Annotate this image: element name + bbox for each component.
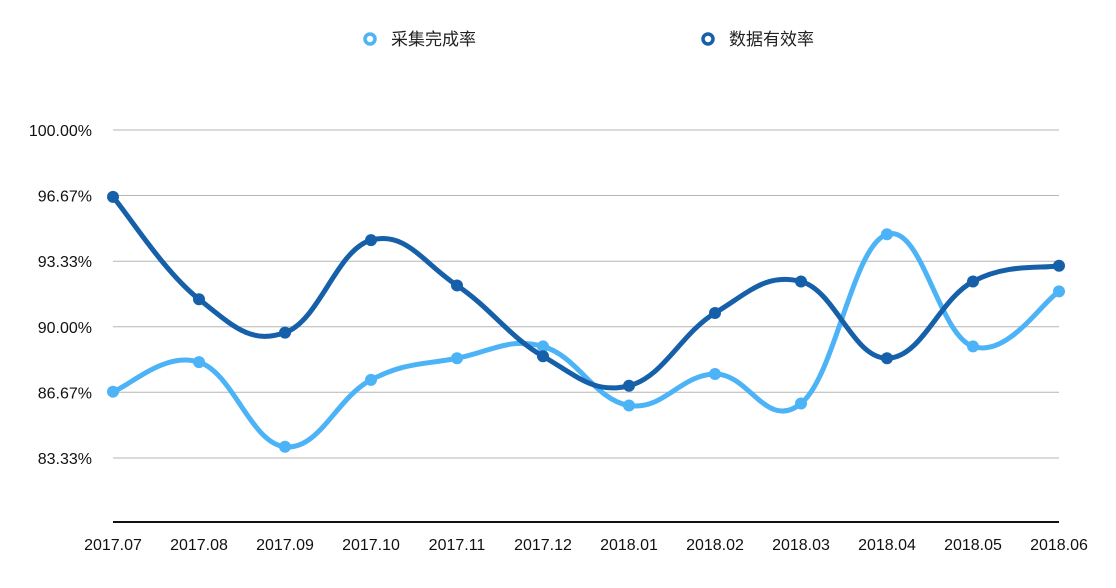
- x-axis-tick-labels: 2017.07 2017.08 2017.09 2017.10 2017.11 2017.…: [84, 537, 1088, 554]
- data-point: [451, 352, 463, 365]
- data-point: [365, 234, 377, 247]
- x-tick-label: 2018.01: [600, 537, 658, 554]
- data-point: [709, 306, 721, 319]
- data-point: [795, 275, 807, 288]
- y-tick-label: 90.00%: [38, 320, 92, 337]
- data-point: [881, 228, 893, 241]
- data-point: [881, 352, 893, 365]
- x-tick-label: 2017.07: [84, 537, 142, 554]
- data-point: [193, 293, 205, 306]
- data-point: [537, 350, 549, 363]
- data-point: [193, 356, 205, 369]
- legend-label: 采集完成率: [391, 30, 476, 50]
- data-point: [107, 190, 119, 203]
- data-point: [623, 399, 635, 412]
- data-point: [795, 397, 807, 410]
- legend: 采集完成率 数据有效率: [363, 30, 814, 50]
- x-tick-label: 2017.09: [256, 537, 314, 554]
- data-point: [1053, 259, 1065, 272]
- data-point: [709, 367, 721, 380]
- y-tick-label: 100.00%: [29, 123, 92, 140]
- x-tick-label: 2018.02: [686, 537, 744, 554]
- x-tick-label: 2018.03: [772, 537, 830, 554]
- data-point: [1053, 285, 1065, 298]
- x-tick-label: 2018.06: [1030, 537, 1088, 554]
- legend-label: 数据有效率: [729, 30, 814, 50]
- x-tick-label: 2018.05: [944, 537, 1002, 554]
- gridlines: [113, 129, 1059, 459]
- y-tick-label: 83.33%: [38, 451, 92, 468]
- x-tick-label: 2017.10: [342, 537, 400, 554]
- series-line-2: [110, 194, 1062, 391]
- x-tick-label: 2017.12: [514, 537, 572, 554]
- data-point: [623, 379, 635, 392]
- data-point: [537, 340, 549, 353]
- data-point: [279, 440, 291, 453]
- x-tick-label: 2018.04: [858, 537, 916, 554]
- y-tick-label: 96.67%: [38, 189, 92, 206]
- data-point: [107, 385, 119, 398]
- series-points: [107, 190, 1065, 453]
- x-tick-label: 2017.11: [429, 537, 486, 554]
- data-point: [967, 275, 979, 288]
- y-tick-label: 86.67%: [38, 385, 92, 402]
- data-point: [967, 340, 979, 353]
- data-point: [451, 279, 463, 292]
- legend-marker: [363, 32, 377, 46]
- series-lines: [110, 194, 1062, 450]
- data-point: [365, 373, 377, 386]
- y-tick-label: 93.33%: [38, 254, 92, 271]
- x-tick-label: 2017.08: [170, 537, 228, 554]
- legend-marker: [701, 32, 715, 46]
- data-point: [279, 326, 291, 339]
- y-axis-tick-labels: 83.33% 86.67% 90.00% 93.33% 96.67% 100.00%: [29, 123, 92, 468]
